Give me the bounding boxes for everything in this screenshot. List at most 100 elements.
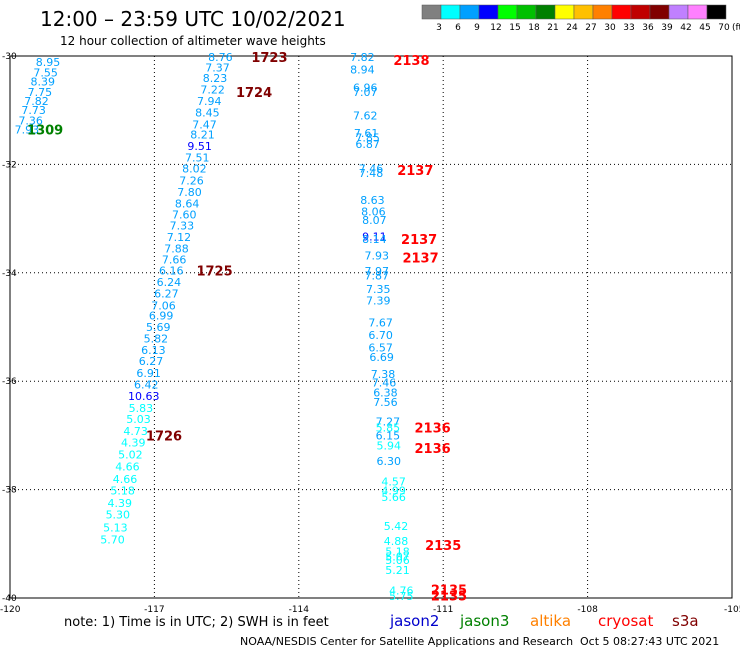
legend-swatch xyxy=(573,4,594,20)
satellite-name: cryosat xyxy=(598,612,653,630)
x-tick-label: -105 xyxy=(724,605,740,615)
swh-value: 5.06 xyxy=(385,554,410,567)
swh-value: 7.93 xyxy=(15,124,40,137)
pass-number: 2135 xyxy=(431,583,467,598)
swh-value: 6.70 xyxy=(368,329,393,342)
swh-value: 5.70 xyxy=(100,533,125,546)
pass-number: 1725 xyxy=(196,265,232,280)
swh-value: 9.51 xyxy=(187,140,212,153)
swh-value: 7.93 xyxy=(365,249,390,262)
legend-label: 42 xyxy=(680,23,691,33)
data-points: 8.957.558.397.757.827.737.367.938.767.37… xyxy=(15,51,414,603)
satellite-name: altika xyxy=(530,612,571,630)
swh-value: 4.57 xyxy=(381,475,406,488)
legend-swatch xyxy=(459,4,480,20)
swh-value: 5.21 xyxy=(385,564,410,577)
legend-label: 27 xyxy=(585,23,596,33)
y-tick-label: -40 xyxy=(2,594,17,604)
legend-swatch xyxy=(554,4,575,20)
swh-value: 7.88 xyxy=(164,242,189,255)
swh-value: 6.42 xyxy=(134,378,159,391)
swh-value: 7.55 xyxy=(33,66,58,79)
swh-value: 7.60 xyxy=(172,208,197,221)
x-tick-label: -111 xyxy=(433,605,453,615)
note-text: note: 1) Time is in UTC; 2) SWH is in fe… xyxy=(64,615,329,630)
swh-value: 5.13 xyxy=(103,522,128,535)
swh-value: 5.03 xyxy=(126,413,151,426)
swh-value: 8.63 xyxy=(360,194,385,207)
legend-label: 6 xyxy=(455,23,461,33)
swh-value: 7.26 xyxy=(179,175,204,188)
swh-value: 7.37 xyxy=(205,61,230,74)
swh-value: 5.30 xyxy=(106,509,131,522)
y-tick-label: -32 xyxy=(2,160,17,170)
swh-value: 7.48 xyxy=(359,167,384,180)
swh-value: 7.75 xyxy=(28,86,53,99)
x-tick-label: -108 xyxy=(577,605,598,615)
grid-lines xyxy=(10,56,732,598)
pass-number: 2137 xyxy=(402,252,438,267)
y-tick-label: -34 xyxy=(2,269,17,279)
y-tick-label: -38 xyxy=(2,486,17,496)
swh-value: 7.38 xyxy=(371,368,396,381)
legend-label: 36 xyxy=(642,23,654,33)
satellite-name: jason3 xyxy=(459,612,509,630)
pass-number: 1723 xyxy=(251,51,287,66)
swh-value: 5.82 xyxy=(144,332,169,345)
pass-number: 2135 xyxy=(425,539,461,554)
y-tick-labels: -30 -32 -34 -36 -38 -40 xyxy=(2,52,17,604)
swh-value: 7.22 xyxy=(200,84,225,97)
swh-value: 8.14 xyxy=(362,233,387,246)
swh-value: 4.99 xyxy=(381,485,406,498)
swh-value: 8.02 xyxy=(182,163,207,176)
swh-value: 6.27 xyxy=(154,287,179,300)
swh-value: 6.15 xyxy=(376,429,401,442)
pass-labels: 1309 1723 1724 1725 1726 2138 2137 2137 2137 2136… xyxy=(27,51,467,604)
swh-value: 7.85 xyxy=(355,131,380,144)
legend-label: 30 xyxy=(604,23,616,33)
swh-value: 6.87 xyxy=(355,138,380,151)
satellite-name: s3a xyxy=(672,612,699,630)
chart-title: 12:00 – 23:59 UTC 10/02/2021 xyxy=(40,7,346,31)
satellite-name: jason2 xyxy=(389,612,439,630)
legend-label: 21 xyxy=(547,23,558,33)
legend-swatch xyxy=(611,4,632,20)
swh-value: 8.21 xyxy=(190,129,215,142)
pass-number: 1309 xyxy=(27,124,63,139)
legend-swatch xyxy=(592,4,613,20)
swh-value: 6.38 xyxy=(373,387,398,400)
swh-value: 7.56 xyxy=(373,396,398,409)
swh-value: 5.94 xyxy=(377,440,402,453)
x-tick-labels: -120 -117 -114 -111 -108 -105 xyxy=(0,605,740,615)
swh-value: 6.30 xyxy=(377,455,402,468)
swh-value: 4.39 xyxy=(121,436,146,449)
swh-value: 6.91 xyxy=(136,367,161,380)
swh-value: 6.96 xyxy=(353,81,378,94)
swh-value: 10.63 xyxy=(128,390,160,403)
swh-value: 7.51 xyxy=(185,151,210,164)
swh-value: 8.39 xyxy=(30,75,55,88)
pass-number: 2136 xyxy=(415,421,451,436)
swh-value: 5.02 xyxy=(118,448,143,461)
swh-value: 8.06 xyxy=(361,206,386,219)
legend-swatch xyxy=(668,4,689,20)
swh-value: 7.33 xyxy=(170,220,195,233)
legend-swatch xyxy=(535,4,556,20)
swh-value: 7.07 xyxy=(353,86,378,99)
swh-value: 8.95 xyxy=(36,56,61,69)
swh-value: 6.24 xyxy=(157,276,182,289)
swh-value: 4.66 xyxy=(113,473,138,486)
legend-swatch xyxy=(649,4,670,20)
legend-label: 45 xyxy=(699,23,710,33)
swh-value: 7.82 xyxy=(350,51,375,64)
swh-value: 5.18 xyxy=(385,545,410,558)
swh-value: 7.12 xyxy=(167,231,192,244)
swh-value: 4.66 xyxy=(115,460,140,473)
x-tick-label: -120 xyxy=(0,605,21,615)
swh-value: 7.47 xyxy=(192,118,217,131)
swh-value: 7.66 xyxy=(162,253,187,266)
swh-value: 8.94 xyxy=(350,64,375,77)
legend-unit: (ft) xyxy=(732,23,740,33)
swh-value: 7.35 xyxy=(366,283,391,296)
